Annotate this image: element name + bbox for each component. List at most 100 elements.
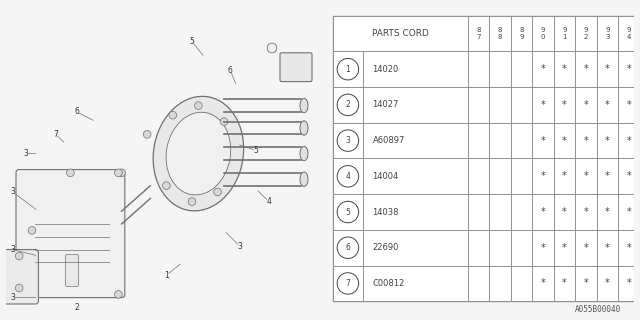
Text: *: *	[541, 278, 545, 288]
Text: A60897: A60897	[372, 136, 405, 145]
Text: 9
4: 9 4	[627, 27, 631, 40]
Bar	[532, 158, 554, 194]
Ellipse shape	[300, 121, 308, 135]
Circle shape	[195, 102, 202, 109]
Bar	[364, 123, 468, 158]
Text: 3: 3	[237, 242, 243, 251]
Bar	[532, 123, 554, 158]
Text: 9
1: 9 1	[562, 27, 567, 40]
Bar	[489, 87, 511, 123]
Circle shape	[115, 291, 122, 298]
Text: *: *	[584, 171, 588, 181]
Bar	[364, 230, 468, 266]
Text: 4: 4	[266, 197, 271, 206]
Text: *: *	[584, 243, 588, 253]
Circle shape	[28, 227, 36, 234]
Bar	[489, 123, 511, 158]
Bar	[532, 16, 554, 51]
Bar	[554, 158, 575, 194]
Bar	[618, 194, 640, 230]
Bar	[511, 16, 532, 51]
Text: 14020: 14020	[372, 65, 399, 74]
Bar	[532, 194, 554, 230]
Text: *: *	[541, 243, 545, 253]
Bar	[489, 16, 511, 51]
Circle shape	[163, 182, 170, 189]
Text: 5: 5	[253, 146, 259, 155]
Text: 6: 6	[228, 66, 233, 75]
FancyBboxPatch shape	[66, 254, 79, 286]
Bar	[333, 51, 364, 87]
Text: 8
7: 8 7	[476, 27, 481, 40]
Bar	[575, 158, 596, 194]
Text: *: *	[584, 136, 588, 146]
Bar	[596, 158, 618, 194]
Circle shape	[15, 252, 23, 260]
Text: 9
3: 9 3	[605, 27, 610, 40]
Text: *: *	[541, 100, 545, 110]
FancyBboxPatch shape	[280, 53, 312, 82]
Text: *: *	[562, 243, 567, 253]
Text: *: *	[541, 136, 545, 146]
Bar	[596, 87, 618, 123]
Text: *: *	[627, 100, 632, 110]
Bar	[596, 266, 618, 301]
Text: *: *	[627, 64, 632, 74]
Bar	[554, 16, 575, 51]
Bar	[468, 194, 489, 230]
Bar	[554, 230, 575, 266]
Text: *: *	[627, 207, 632, 217]
Bar	[618, 266, 640, 301]
Text: *: *	[584, 64, 588, 74]
Bar	[333, 87, 364, 123]
Bar	[618, 158, 640, 194]
Circle shape	[337, 130, 358, 151]
Bar	[511, 87, 532, 123]
Bar	[554, 51, 575, 87]
Bar	[554, 87, 575, 123]
Bar	[618, 16, 640, 51]
Text: 14027: 14027	[372, 100, 399, 109]
Text: *: *	[605, 64, 610, 74]
Bar	[364, 266, 468, 301]
Text: *: *	[627, 136, 632, 146]
Circle shape	[188, 198, 196, 205]
Bar	[554, 266, 575, 301]
Text: *: *	[562, 278, 567, 288]
Bar	[468, 158, 489, 194]
Text: *: *	[562, 64, 567, 74]
Bar	[575, 16, 596, 51]
Bar	[333, 16, 468, 51]
Circle shape	[220, 118, 228, 125]
Circle shape	[15, 284, 23, 292]
Text: 2: 2	[74, 303, 79, 312]
Bar	[364, 194, 468, 230]
Circle shape	[169, 111, 177, 119]
Bar	[575, 51, 596, 87]
Text: *: *	[562, 171, 567, 181]
Bar	[596, 51, 618, 87]
Circle shape	[67, 169, 74, 177]
Bar	[489, 158, 511, 194]
Text: *: *	[541, 64, 545, 74]
Text: 3: 3	[10, 293, 15, 302]
Circle shape	[337, 201, 358, 223]
Bar	[532, 266, 554, 301]
Bar	[511, 51, 532, 87]
Circle shape	[143, 131, 151, 138]
Circle shape	[337, 273, 358, 294]
Bar	[468, 16, 489, 51]
Bar	[532, 51, 554, 87]
Bar	[618, 51, 640, 87]
Bar	[532, 87, 554, 123]
Text: 8
9: 8 9	[519, 27, 524, 40]
Text: *: *	[562, 136, 567, 146]
Bar	[333, 266, 364, 301]
Circle shape	[268, 43, 277, 53]
Text: 5: 5	[346, 208, 350, 217]
Bar	[511, 123, 532, 158]
Bar	[596, 16, 618, 51]
Bar	[554, 194, 575, 230]
Bar	[468, 230, 489, 266]
Bar	[575, 266, 596, 301]
